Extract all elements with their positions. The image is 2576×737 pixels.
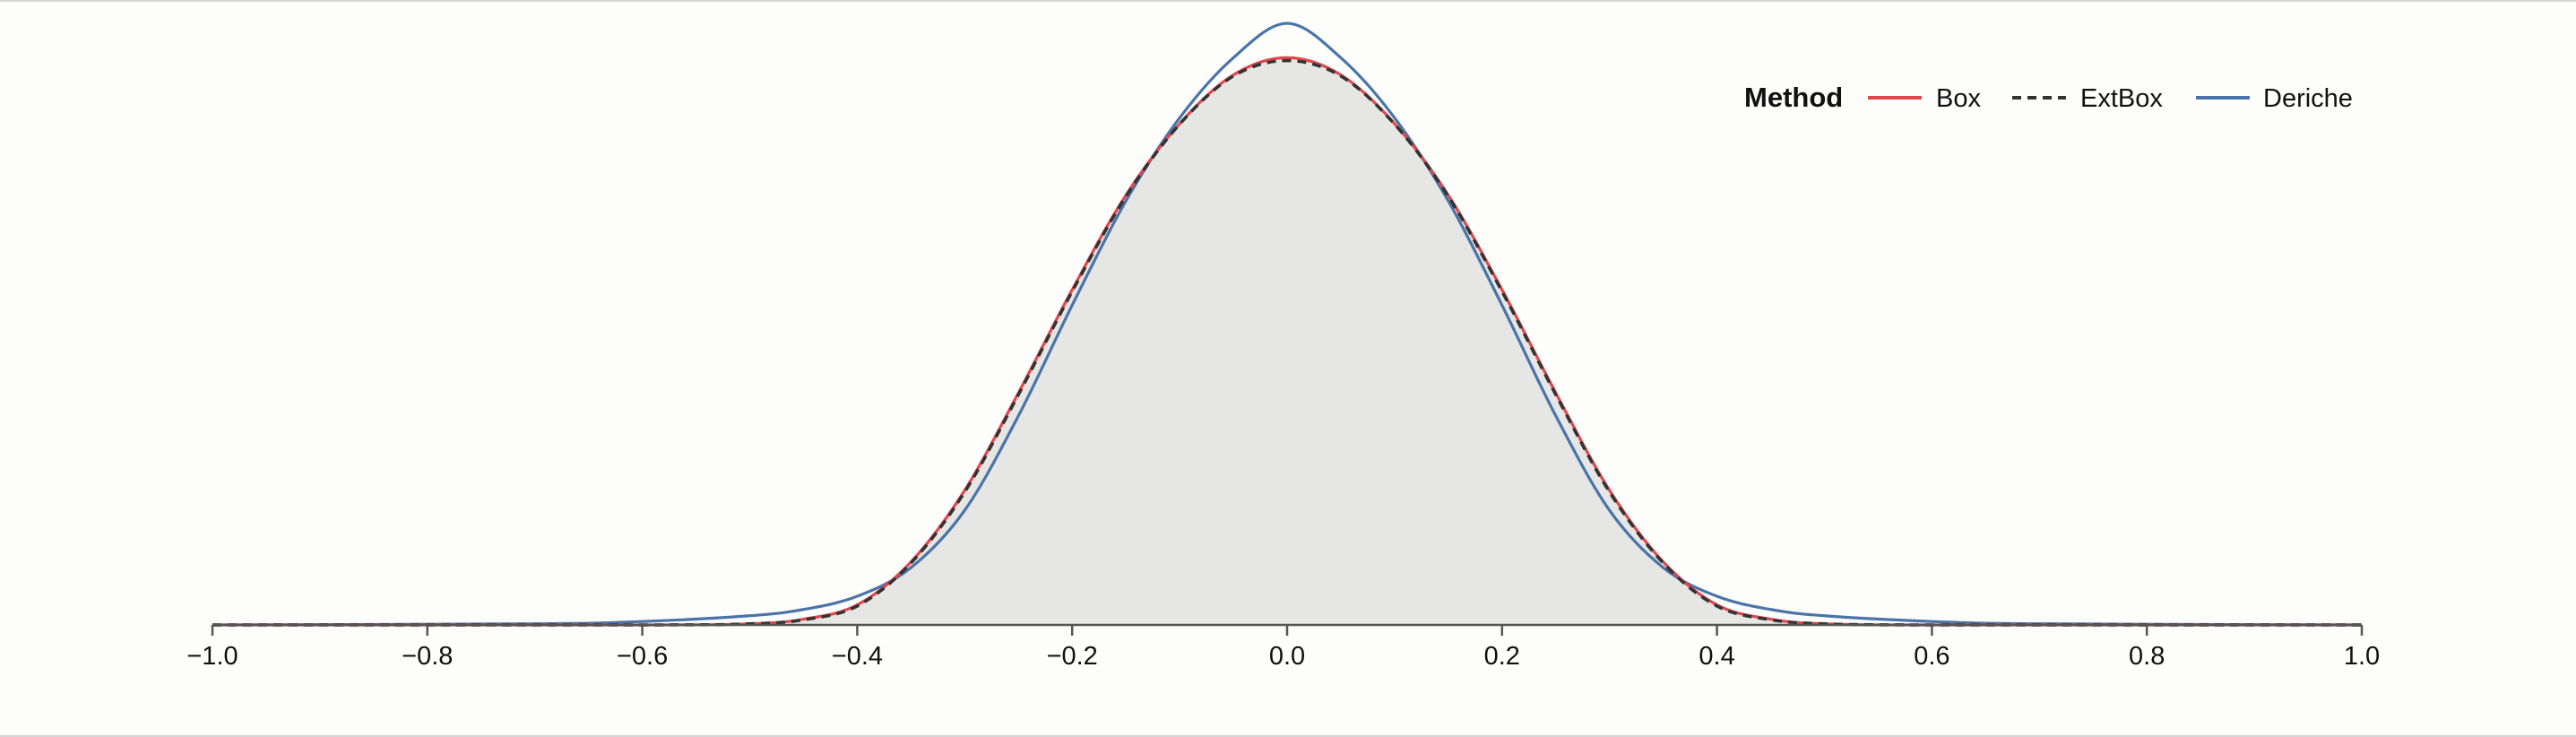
x-tick-label: 0.0 — [1269, 642, 1305, 671]
x-tick-label: 0.4 — [1699, 642, 1734, 671]
series-line-deriche — [212, 22, 2363, 627]
legend-label-box: Box — [1936, 84, 1981, 113]
x-tick-label: −0.8 — [402, 642, 453, 671]
legend: Method Box ExtBox Deriche — [1744, 82, 2353, 113]
x-tick-label: −0.6 — [617, 642, 668, 671]
x-tick-label: −0.4 — [832, 642, 883, 671]
series-line-extbox — [212, 58, 2362, 627]
x-tick-label: −1.0 — [186, 642, 238, 671]
legend-title: Method — [1744, 82, 1843, 113]
legend-label-deriche: Deriche — [2263, 84, 2353, 113]
x-tick-label: −0.2 — [1047, 642, 1098, 671]
series-line-box — [212, 56, 2362, 627]
x-tick-label: 0.2 — [1484, 642, 1520, 671]
x-axis: −1.0 −0.8 −0.6 −0.4 −0.2 0.0 0.2 0.4 0.6 0.8 1.0 — [186, 623, 2380, 671]
legend-label-extbox: ExtBox — [2080, 84, 2163, 113]
density-fill-area — [212, 57, 2362, 625]
top-border — [0, 0, 2576, 2]
x-tick-label: 0.8 — [2129, 642, 2165, 671]
bottom-border — [0, 735, 2576, 737]
x-tick-label: 0.6 — [1914, 642, 1949, 671]
x-tick-label: 1.0 — [2344, 642, 2380, 671]
plot-area — [212, 22, 2363, 627]
